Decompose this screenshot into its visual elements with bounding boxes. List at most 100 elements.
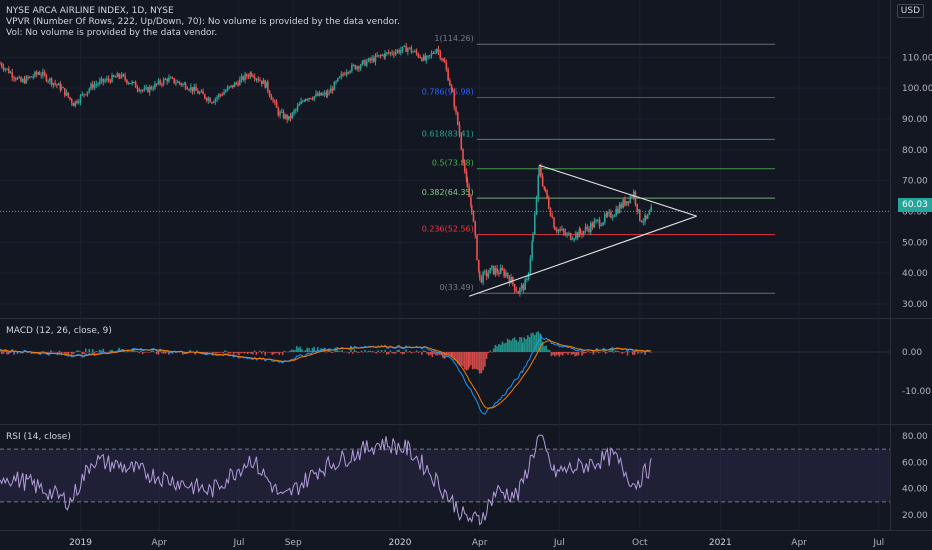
macd-histogram-bar [109,350,112,352]
price-candle-body [164,79,167,81]
macd-histogram-bar [152,350,154,352]
price-candle-body [342,74,344,76]
macd-histogram-bar [484,352,486,367]
macd-histogram-bar [65,352,68,354]
price-candle-body [9,72,12,74]
price-candle-body [225,90,227,93]
macd-histogram-bar [539,333,541,352]
macd-histogram-bar [232,352,235,355]
price-candle-body [25,76,28,84]
price-candle-body [376,55,379,57]
price-candle-body [11,72,14,78]
macd-histogram-bar [362,352,365,353]
macd-histogram-bar [543,346,546,352]
price-candle-body [639,209,641,221]
macd-histogram-bar [387,352,390,355]
macd-histogram-bar [489,350,491,352]
price-candle-body [197,90,199,94]
macd-histogram-bar [343,352,345,353]
price-candle-body [405,45,407,52]
price-candle-body [288,115,290,120]
price-candle-body [109,80,112,83]
price-candle-body [42,72,44,76]
price-candle-body [188,89,190,91]
price-candle-body [476,235,478,260]
price-candle-body [379,55,382,57]
macd-histogram-bar [58,350,61,352]
macd-histogram-bar [455,352,457,362]
macd-histogram-bar [131,349,133,352]
macd-histogram-bar [371,351,373,353]
price-candle-body [114,76,117,78]
price-candle-body [62,87,64,89]
price-candle-body [603,214,606,223]
price-candle-body [460,134,463,150]
price-candle-body [63,88,66,96]
price-candle-body [606,213,609,216]
price-candle-body [275,101,278,108]
macd-histogram-bar [574,352,576,357]
macd-histogram-bar [334,349,337,352]
price-candle-body [421,57,423,61]
macd-histogram-bar [558,352,561,357]
price-candle-body [362,60,365,62]
macd-histogram-bar [98,349,101,352]
fib-level-label: 0(33.49) [440,283,474,292]
price-candle-body [403,45,406,47]
price-candle-body [119,76,121,78]
price-candle-body [76,101,78,103]
price-candle-body [204,94,206,99]
macd-histogram-bar [482,352,484,371]
macd-histogram-bar [220,352,223,353]
macd-histogram-bar [577,352,580,356]
price-candle-body [356,66,358,69]
macd-histogram-bar [498,343,500,352]
price-candle-body [596,219,599,221]
macd-histogram-bar [313,346,316,352]
macd-histogram-bar [269,352,272,353]
price-candle-body [302,101,304,103]
macd-histogram-bar [360,350,363,352]
x-tick-label: 2021 [709,538,732,548]
macd-histogram-bar [375,352,378,354]
price-candle-body [598,219,601,227]
price-candle-body [344,74,346,76]
price-candle-body [279,112,281,116]
price-candle-body [268,90,271,96]
price-candle-body [211,102,213,104]
macd-histogram-bar [369,350,372,352]
macd-histogram-bar [100,350,103,352]
price-candle-body [23,79,26,84]
rsi-tick-label: 60.00 [902,458,928,468]
price-candle-body [27,76,29,78]
price-candle-body [233,82,236,88]
price-candle-body [200,91,203,93]
price-candle-body [568,233,570,235]
price-candle-body [300,101,302,105]
price-candle-body [645,215,647,219]
vpvr-legend: VPVR (Number Of Rows, 222, Up/Down, 70):… [6,17,400,27]
price-candle-body [496,268,498,273]
price-candle-body [540,166,542,177]
price-candle-body [526,278,528,280]
macd-histogram-bar [400,352,402,354]
macd-histogram-bar [599,351,602,353]
price-candle-body [564,232,567,236]
price-candle-body [111,75,113,83]
triangle-lower-line [468,215,697,297]
currency-button[interactable]: USD [896,4,924,18]
price-candle-body [455,107,457,113]
macd-histogram-bar [532,332,534,352]
macd-histogram-bar [510,340,512,352]
macd-histogram-bar [259,350,261,352]
macd-histogram-bar [642,351,645,353]
price-candle-body [40,74,42,76]
price-candle-body [223,92,225,95]
macd-histogram-bar [407,352,409,353]
macd-histogram-bar [575,352,578,356]
macd-histogram-bar [396,349,399,352]
macd-histogram-bar [517,341,519,352]
macd-histogram-bar [337,350,340,352]
macd-histogram-bar [276,352,279,353]
